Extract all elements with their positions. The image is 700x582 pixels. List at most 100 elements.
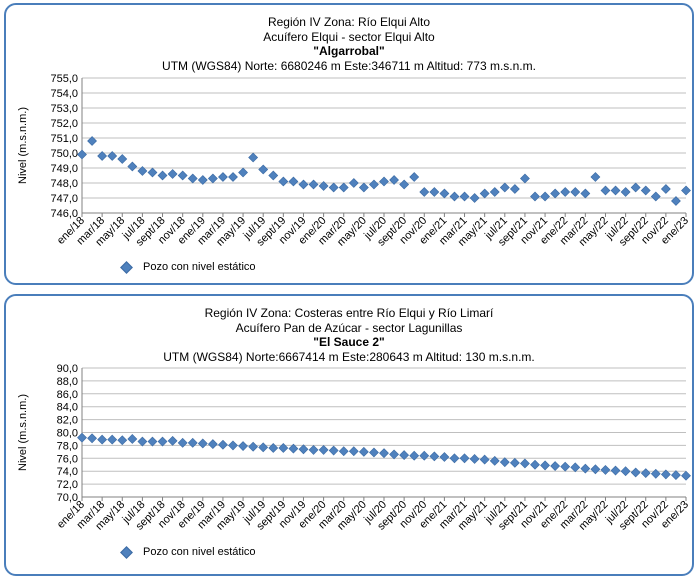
y-tick-label: 748,0 — [50, 178, 78, 190]
data-point — [530, 191, 540, 202]
data-point — [268, 170, 279, 181]
data-point — [620, 187, 631, 197]
data-point — [459, 453, 470, 464]
data-point — [137, 436, 148, 447]
data-point — [660, 184, 671, 194]
chart-title-well: "El Sauce 2" — [313, 335, 385, 349]
data-point — [590, 172, 601, 182]
data-point — [580, 463, 591, 474]
data-point — [177, 437, 188, 448]
chart-plot-algarrobal: 746,0 747,0 748,0 749,0 750,0 751,0 752,0 753,0… — [17, 73, 691, 249]
data-point — [248, 441, 259, 452]
y-tick-label: 78,0 — [57, 440, 78, 452]
data-point — [399, 179, 410, 190]
data-point — [308, 179, 319, 190]
data-point — [630, 467, 641, 478]
data-point — [489, 455, 500, 466]
y-tick-label: 755,0 — [50, 73, 78, 85]
data-point — [97, 151, 108, 161]
data-point — [117, 154, 128, 164]
diamond-marker-icon — [120, 545, 133, 559]
y-axis-label: Nivel (m.s.n.m.) — [17, 394, 29, 471]
y-tick-label: 90,0 — [57, 363, 78, 375]
data-point — [630, 182, 641, 193]
data-point — [77, 432, 87, 443]
data-point — [167, 435, 178, 446]
y-tick-label: 86,0 — [57, 389, 78, 401]
data-point — [419, 187, 430, 197]
data-point — [660, 469, 671, 480]
y-tick-label: 84,0 — [57, 402, 78, 414]
data-point — [379, 176, 389, 187]
data-point — [550, 461, 561, 471]
data-point — [87, 433, 97, 444]
chart-legend: Pozo con nivel estático — [120, 545, 256, 559]
data-point — [479, 188, 490, 199]
y-tick-label: 750,0 — [50, 148, 78, 160]
data-point — [187, 437, 198, 448]
data-point — [127, 434, 138, 444]
y-tick-label: 76,0 — [57, 453, 78, 465]
data-point — [389, 175, 399, 185]
chart-title-block: Región IV Zona: Río Elqui Alto Acuífero … — [6, 15, 692, 73]
y-tick-label: 751,0 — [50, 133, 78, 145]
data-point — [298, 444, 309, 455]
y-tick-label: 752,0 — [50, 118, 78, 130]
y-tick-label: 70,0 — [57, 492, 78, 504]
data-point — [127, 161, 138, 172]
data-point — [570, 462, 581, 473]
data-point — [197, 438, 208, 449]
data-point — [429, 187, 440, 197]
data-point — [318, 444, 329, 455]
data-point — [207, 439, 218, 450]
data-point — [197, 175, 208, 185]
data-point — [238, 167, 248, 178]
chart-plot-el-sauce-2: 70,072,074,076,078,080,082,084,086,088,0… — [17, 363, 691, 533]
data-point — [580, 188, 591, 199]
data-point — [228, 172, 238, 182]
data-point — [489, 187, 500, 197]
data-point — [228, 440, 238, 451]
chart-legend: Pozo con nivel estático — [120, 260, 256, 274]
data-point — [600, 185, 611, 196]
data-point — [218, 439, 228, 450]
y-tick-label: 747,0 — [50, 193, 78, 205]
data-point — [238, 441, 248, 451]
data-point — [167, 169, 178, 179]
chart-title-region: Región IV Zona: Río Elqui Alto — [267, 15, 431, 29]
data-point — [369, 447, 379, 458]
data-point — [258, 442, 269, 453]
data-point — [520, 173, 530, 184]
data-point — [97, 434, 108, 445]
y-tick-label: 82,0 — [57, 415, 78, 427]
data-point — [449, 191, 460, 202]
data-point — [328, 182, 339, 193]
legend-label: Pozo con nivel estático — [143, 261, 256, 273]
data-point — [207, 173, 218, 184]
data-point — [147, 167, 158, 178]
y-axis-label: Nivel (m.s.n.m.) — [17, 107, 29, 184]
data-point — [338, 182, 349, 193]
diamond-marker-icon — [120, 260, 133, 274]
data-point — [560, 461, 571, 472]
data-point — [177, 170, 188, 181]
data-point — [620, 466, 631, 477]
legend-label: Pozo con nivel estático — [143, 546, 256, 558]
data-point — [218, 172, 228, 182]
data-point — [318, 181, 329, 191]
data-point — [248, 152, 259, 163]
data-point — [590, 464, 601, 475]
data-point — [157, 170, 168, 181]
y-tick-label: 746,0 — [50, 208, 78, 220]
data-point — [358, 182, 369, 193]
chart-title-well: "Algarrobal" — [313, 44, 385, 58]
y-tick-label: 753,0 — [50, 103, 78, 115]
data-point — [499, 457, 510, 468]
y-tick-label: 80,0 — [57, 428, 78, 440]
data-point — [681, 470, 691, 481]
data-point — [681, 185, 691, 196]
data-point — [77, 149, 87, 160]
data-point — [530, 459, 540, 470]
data-point — [409, 450, 420, 461]
data-point — [509, 457, 520, 468]
